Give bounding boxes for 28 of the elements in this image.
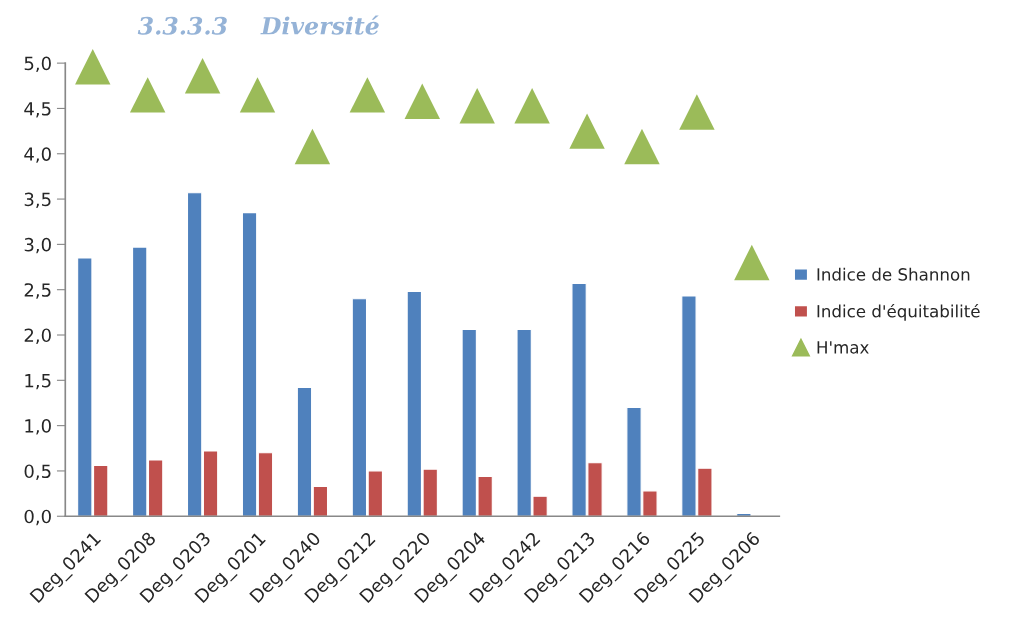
y-tick-label: 4,0: [24, 147, 51, 163]
legend-label: Indice de Shannon: [817, 267, 970, 281]
y-tick-label: 0,5: [24, 464, 51, 480]
y-tick-label: 1,5: [25, 374, 51, 390]
y-tick-label: 1,0: [25, 419, 51, 435]
point: [129, 77, 166, 113]
point: [404, 83, 440, 119]
y-tick-label: 2,0: [24, 328, 51, 344]
chart-title: 3.3.3.3 Diversité: [137, 15, 379, 35]
point: [679, 94, 715, 130]
point: [569, 113, 605, 149]
legend-label: H'max: [817, 341, 869, 354]
legend-label: Indice d'équitabilité: [817, 303, 980, 321]
point: [734, 244, 770, 281]
point: [349, 77, 386, 113]
y-tick-label: 0,0: [24, 509, 51, 526]
y-tick-label: 4,5: [24, 102, 51, 118]
point: [514, 88, 550, 124]
y-tick-label: 3,0: [24, 237, 51, 254]
y-tick-label: 2,5: [24, 283, 51, 299]
point: [459, 88, 495, 124]
point: [239, 77, 276, 113]
y-tick-label: 3,5: [24, 192, 51, 209]
point: [624, 128, 660, 165]
point: [294, 128, 331, 165]
point: [75, 49, 111, 85]
y-tick-label: 5,0: [24, 56, 51, 73]
point: [184, 58, 221, 94]
